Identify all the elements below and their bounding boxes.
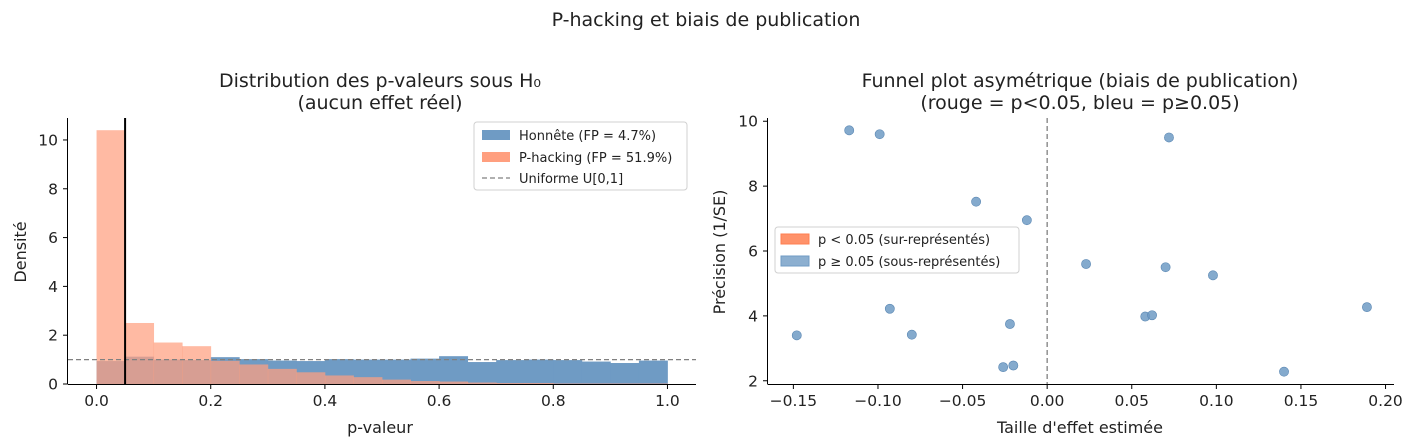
- honest-bar: [439, 356, 469, 384]
- x-tick-label: −0.15: [770, 392, 818, 410]
- study-point: [1362, 302, 1372, 313]
- histogram-title-line2: (aucun effet réel): [297, 92, 462, 114]
- honest-bar: [553, 360, 583, 384]
- y-tick-label: 8: [748, 178, 758, 196]
- y-tick-label: 6: [48, 229, 58, 247]
- phacking-bar: [324, 375, 354, 384]
- funnel-y-label: Précision (1/SE): [710, 190, 729, 315]
- honest-bar: [581, 361, 611, 384]
- honest-bar: [410, 358, 440, 384]
- x-tick-label: −0.10: [854, 392, 902, 410]
- x-tick-label: 0.05: [1114, 392, 1149, 410]
- y-tick-label: 4: [748, 307, 758, 325]
- funnel-x-ticks: −0.15 −0.10 −0.05 0.00 0.05 0.10 0.15 0.20: [770, 384, 1403, 410]
- x-tick-label: 0.0: [84, 392, 109, 410]
- phacking-bar: [267, 368, 297, 384]
- study-point: [844, 125, 855, 136]
- histogram-x-ticks: 0.0 0.2 0.4 0.6 0.8 1.0: [84, 384, 680, 410]
- legend-phacking-label: P-hacking (FP = 51.9%): [519, 151, 672, 166]
- histogram-legend: Honnête (FP = 4.7%) P-hacking (FP = 51.9…: [473, 121, 688, 191]
- study-point: [1008, 360, 1019, 371]
- funnel-legend-box: [774, 226, 1020, 274]
- histogram-title-line1: Distribution des p-valeurs sous H₀: [219, 70, 541, 92]
- x-tick-label: 0.15: [1284, 392, 1319, 410]
- legend-phacking-patch: [482, 152, 510, 162]
- honest-bar: [610, 363, 640, 384]
- histogram-panel: Distribution des p-valeurs sous H₀ (aucu…: [11, 70, 696, 437]
- study-point: [1208, 270, 1218, 281]
- funnel-points: [791, 125, 1372, 377]
- x-tick-label: 0.10: [1199, 392, 1234, 410]
- y-tick-label: 8: [48, 180, 58, 198]
- x-tick-label: 0.20: [1368, 392, 1403, 410]
- phacking-bar: [524, 383, 554, 384]
- x-tick-label: 0.00: [1030, 392, 1065, 410]
- legend-nonsignificant-patch: [780, 255, 810, 267]
- study-point: [884, 303, 895, 314]
- legend-honest-patch: [482, 130, 510, 140]
- funnel-x-label: Taille d'effet estimée: [996, 418, 1163, 437]
- study-point: [1279, 366, 1289, 377]
- phacking-bar: [125, 322, 155, 384]
- legend-honest-label: Honnête (FP = 4.7%): [519, 129, 656, 144]
- honest-bar: [467, 362, 497, 384]
- honest-bar: [638, 360, 668, 384]
- histogram-y-label: Densité: [11, 221, 30, 282]
- legend-significant-label: p < 0.05 (sur-représentés): [818, 233, 990, 248]
- y-tick-label: 10: [738, 113, 758, 131]
- phacking-bars: [96, 130, 668, 384]
- x-tick-label: −0.05: [939, 392, 987, 410]
- phacking-bar: [353, 377, 383, 384]
- funnel-y-ticks: 2 4 6 8 10: [738, 113, 768, 390]
- phacking-bar: [182, 346, 212, 384]
- study-point: [906, 329, 917, 340]
- study-point: [1005, 319, 1015, 329]
- study-point: [874, 129, 885, 140]
- funnel-panel: Funnel plot asymétrique (biais de public…: [710, 70, 1403, 437]
- x-tick-label: 0.8: [541, 392, 566, 410]
- histogram-legend-box: [473, 121, 688, 191]
- y-tick-label: 2: [48, 327, 58, 345]
- y-tick-label: 2: [748, 372, 758, 390]
- legend-uniform-label: Uniforme U[0,1]: [519, 172, 623, 187]
- histogram-y-ticks: 0 2 4 6 8 10: [38, 131, 68, 394]
- study-point: [1021, 215, 1032, 226]
- phacking-bar: [96, 130, 126, 384]
- phacking-bar: [210, 360, 240, 384]
- phacking-bar: [410, 381, 440, 384]
- funnel-title-line2: (rouge = p<0.05, bleu = p≥0.05): [920, 92, 1239, 114]
- study-point: [998, 362, 1009, 373]
- x-tick-label: 0.2: [198, 392, 223, 410]
- phacking-bar: [382, 379, 411, 384]
- legend-significant-patch: [780, 233, 810, 245]
- study-point: [971, 196, 982, 207]
- study-point: [1160, 262, 1171, 273]
- phacking-bar: [439, 381, 469, 384]
- study-point: [1081, 259, 1091, 269]
- honest-bar: [496, 360, 526, 384]
- phacking-bar: [467, 382, 497, 384]
- phacking-bar: [239, 364, 269, 384]
- phacking-bar: [496, 383, 526, 384]
- phacking-bar: [153, 342, 183, 384]
- funnel-legend: p < 0.05 (sur-représentés) p ≥ 0.05 (sou…: [774, 226, 1020, 274]
- legend-nonsignificant-label: p ≥ 0.05 (sous-représentés): [818, 255, 1000, 270]
- study-point: [791, 330, 802, 341]
- x-tick-label: 0.6: [427, 392, 452, 410]
- figure-suptitle: P-hacking et biais de publication: [552, 9, 861, 31]
- x-tick-label: 1.0: [655, 392, 680, 410]
- funnel-title-line1: Funnel plot asymétrique (biais de public…: [862, 70, 1299, 92]
- phacking-bar: [296, 372, 326, 384]
- honest-bar: [524, 359, 554, 384]
- study-point: [1147, 310, 1157, 321]
- histogram-x-label: p-valeur: [347, 418, 413, 437]
- y-tick-label: 6: [748, 243, 758, 261]
- y-tick-label: 10: [38, 131, 58, 149]
- y-tick-label: 4: [48, 278, 58, 296]
- x-tick-label: 0.4: [313, 392, 338, 410]
- study-point: [1164, 132, 1174, 143]
- y-tick-label: 0: [48, 376, 58, 394]
